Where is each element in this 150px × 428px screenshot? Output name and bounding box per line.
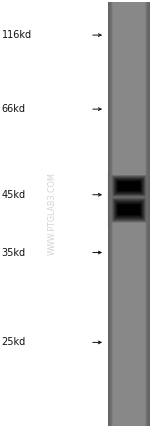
FancyBboxPatch shape bbox=[112, 198, 146, 222]
FancyBboxPatch shape bbox=[108, 172, 150, 200]
Bar bbox=[149, 2, 150, 426]
FancyBboxPatch shape bbox=[108, 171, 150, 201]
FancyBboxPatch shape bbox=[116, 202, 142, 217]
FancyBboxPatch shape bbox=[111, 196, 147, 223]
FancyBboxPatch shape bbox=[114, 178, 144, 195]
Bar bbox=[146, 2, 150, 426]
Bar bbox=[108, 2, 110, 426]
FancyBboxPatch shape bbox=[115, 178, 143, 194]
Bar bbox=[148, 2, 150, 426]
Bar bbox=[108, 2, 111, 426]
Bar bbox=[147, 2, 150, 426]
Bar bbox=[147, 2, 150, 426]
FancyBboxPatch shape bbox=[117, 204, 141, 216]
FancyBboxPatch shape bbox=[112, 176, 146, 196]
FancyBboxPatch shape bbox=[116, 180, 142, 193]
FancyBboxPatch shape bbox=[109, 194, 149, 226]
FancyBboxPatch shape bbox=[118, 205, 140, 215]
Text: 35kd: 35kd bbox=[2, 247, 26, 258]
Bar bbox=[149, 2, 150, 426]
FancyBboxPatch shape bbox=[109, 172, 149, 200]
Bar bbox=[108, 2, 109, 426]
Bar bbox=[108, 2, 150, 426]
Bar bbox=[108, 2, 113, 426]
FancyBboxPatch shape bbox=[116, 202, 142, 218]
Bar bbox=[108, 2, 112, 426]
FancyBboxPatch shape bbox=[116, 179, 142, 193]
FancyBboxPatch shape bbox=[113, 177, 145, 196]
FancyBboxPatch shape bbox=[108, 193, 150, 226]
FancyBboxPatch shape bbox=[118, 181, 140, 191]
Bar bbox=[146, 2, 150, 426]
Bar bbox=[145, 2, 150, 426]
FancyBboxPatch shape bbox=[108, 192, 150, 227]
FancyBboxPatch shape bbox=[111, 174, 147, 198]
Text: 45kd: 45kd bbox=[2, 190, 26, 200]
FancyBboxPatch shape bbox=[110, 173, 148, 199]
Text: 116kd: 116kd bbox=[2, 30, 32, 40]
FancyBboxPatch shape bbox=[115, 201, 143, 219]
FancyBboxPatch shape bbox=[112, 175, 146, 197]
Text: 25kd: 25kd bbox=[2, 337, 26, 348]
Bar bbox=[108, 2, 111, 426]
FancyBboxPatch shape bbox=[117, 181, 141, 192]
Text: 66kd: 66kd bbox=[2, 104, 26, 114]
FancyBboxPatch shape bbox=[113, 199, 145, 221]
FancyBboxPatch shape bbox=[112, 197, 146, 223]
Text: WWW.PTGLAB3.COM: WWW.PTGLAB3.COM bbox=[48, 172, 57, 256]
Bar bbox=[108, 2, 112, 426]
FancyBboxPatch shape bbox=[114, 200, 144, 220]
FancyBboxPatch shape bbox=[110, 195, 148, 225]
Bar bbox=[108, 2, 109, 426]
